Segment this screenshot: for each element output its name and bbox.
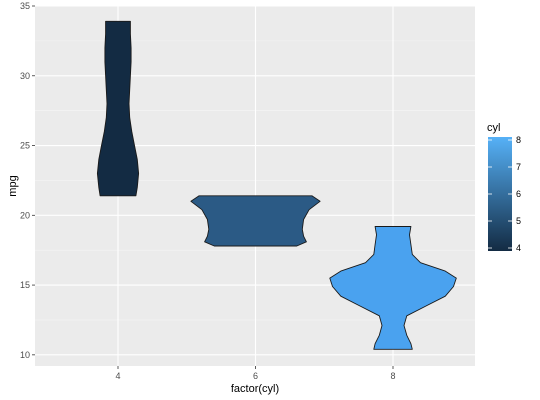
violins	[96, 20, 457, 350]
x-tick-label: 4	[115, 371, 120, 381]
legend-tick-label: 7	[516, 162, 521, 172]
legend-title: cyl	[487, 122, 500, 134]
y-tick-label: 25	[20, 141, 30, 151]
y-tick-label: 20	[20, 210, 30, 220]
legend: cyl 4 5 6 7 8	[487, 122, 521, 253]
y-tick-label: 15	[20, 280, 30, 290]
violin-cyl-8	[329, 226, 457, 350]
x-tick-label: 6	[253, 371, 258, 381]
legend-tick-label: 5	[516, 216, 521, 226]
y-tick-label: 35	[20, 1, 30, 11]
y-tick-label: 10	[20, 350, 30, 360]
x-axis-title: factor(cyl)	[231, 383, 279, 395]
violin-cyl-6	[190, 195, 321, 247]
legend-tick-label: 4	[516, 243, 521, 253]
y-tick-label: 30	[20, 71, 30, 81]
x-axis: 4 6 8	[115, 366, 396, 381]
legend-tick-label: 8	[516, 135, 521, 145]
x-tick-label: 8	[390, 371, 395, 381]
legend-tick-label: 6	[516, 189, 521, 199]
y-axis-title: mpg	[7, 175, 19, 196]
y-axis: 10 15 20 25 30 35	[20, 1, 35, 360]
violin-cyl-4	[96, 20, 140, 197]
legend-ticks: 4 5 6 7 8	[488, 135, 521, 253]
